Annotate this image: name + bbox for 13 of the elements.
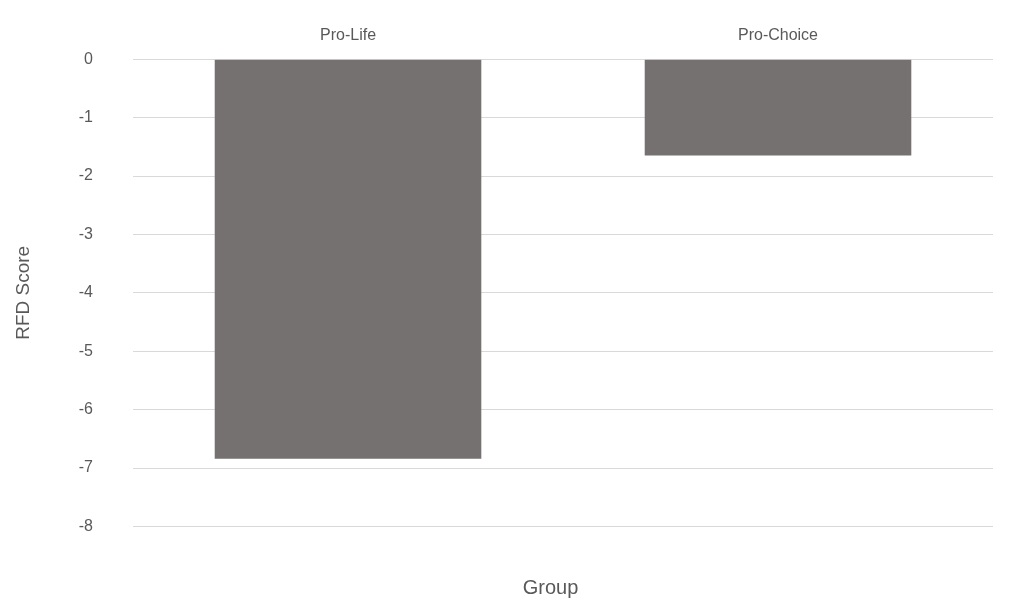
y-axis-title: RFD Score	[11, 245, 33, 340]
x-tick-label: Pro-Life	[320, 26, 377, 44]
y-tick-label: -7	[78, 458, 94, 476]
y-tick-label: -2	[78, 166, 94, 184]
y-tick-label: -3	[78, 224, 94, 242]
y-tick-label: 0	[84, 49, 94, 67]
y-tick-label: -1	[78, 108, 94, 126]
y-tick-label: -5	[78, 341, 94, 359]
y-tick-label: -4	[78, 283, 94, 301]
y-tick-label: -8	[78, 516, 94, 534]
x-axis-title: Group	[521, 576, 580, 599]
x-tick-label: Pro-Choice	[737, 26, 819, 44]
y-tick-label: -6	[78, 400, 94, 418]
